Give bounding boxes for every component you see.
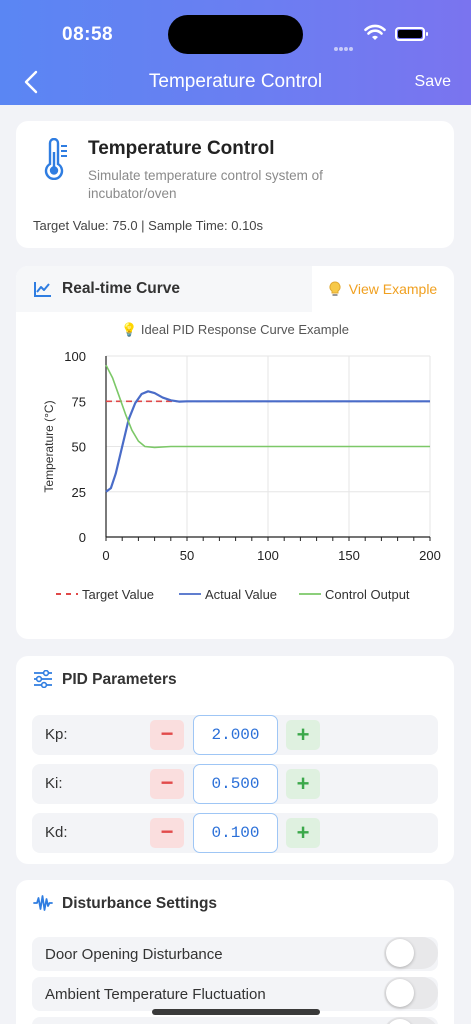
increase-ki-button[interactable]: + <box>286 769 320 799</box>
kp-input[interactable]: 2.000 <box>193 715 278 755</box>
kd-input[interactable]: 0.100 <box>193 813 278 853</box>
decrease-kd-button[interactable]: − <box>150 818 184 848</box>
door-opening-row: Door Opening Disturbance <box>32 937 438 971</box>
disturbance-title: Disturbance Settings <box>62 895 218 912</box>
pid-header: PID Parameters <box>16 656 454 702</box>
pid-parameters-card: PID Parameters Kp: − 2.000 + Ki: − 0.500… <box>16 656 454 864</box>
increase-kp-button[interactable]: + <box>286 720 320 750</box>
x-tick-label: 50 <box>180 548 194 563</box>
ambient-fluctuation-toggle[interactable] <box>384 977 438 1009</box>
toggle-label: Door Opening Disturbance <box>45 946 223 963</box>
x-tick-label: 200 <box>419 548 441 563</box>
chart-header: Real-time Curve <box>16 266 312 312</box>
save-button[interactable]: Save <box>414 73 451 90</box>
sliders-icon <box>34 670 52 688</box>
toggle-label: Ambient Temperature Fluctuation <box>45 986 266 1003</box>
system-description: Simulate temperature control system of i… <box>88 168 323 201</box>
disturbance-row-partial <box>32 1017 438 1024</box>
y-axis-label: Temperature (°C) <box>42 400 56 492</box>
decrease-ki-button[interactable]: − <box>150 769 184 799</box>
pid-title: PID Parameters <box>62 671 177 688</box>
pid-response-chart: 💡 Ideal PID Response Curve Example 0 50 100… <box>42 322 441 602</box>
y-tick-label: 0 <box>79 530 86 545</box>
param-label: Kd: <box>45 824 68 841</box>
series-line-control-output <box>105 364 430 449</box>
disturbance-header: Disturbance Settings <box>16 880 454 926</box>
series-line-actual-value <box>105 390 430 493</box>
thermometer-icon <box>44 138 67 180</box>
param-row-kp: Kp: − 2.000 + <box>32 715 438 755</box>
waveform-icon <box>33 895 53 911</box>
back-button[interactable] <box>20 68 44 96</box>
legend-label: Target Value <box>82 587 154 602</box>
system-meta: Target Value: 75.0 | Sample Time: 0.10s <box>33 218 264 233</box>
wifi-icon <box>364 24 386 40</box>
disturbance-toggle[interactable] <box>384 1017 438 1024</box>
dynamic-island <box>168 15 303 54</box>
home-indicator <box>152 1009 320 1015</box>
y-tick-label: 75 <box>72 394 86 409</box>
page-title: Temperature Control <box>148 71 323 92</box>
chart-title: 💡 Ideal PID Response Curve Example <box>121 322 349 337</box>
legend-label: Control Output <box>325 587 410 602</box>
y-tick-label: 50 <box>72 440 86 455</box>
realtime-curve-card: Real-time Curve View Example 💡 Ideal PID… <box>16 266 454 639</box>
param-row-kd: Kd: − 0.100 + <box>32 813 438 853</box>
door-opening-toggle[interactable] <box>384 937 438 969</box>
view-example-label: View Example <box>348 281 438 297</box>
decrease-kp-button[interactable]: − <box>150 720 184 750</box>
line-chart-icon <box>34 282 51 297</box>
signal-icon <box>334 38 354 56</box>
chart-card-title: Real-time Curve <box>62 280 181 297</box>
param-label: Ki: <box>45 775 63 792</box>
status-time: 08:58 <box>62 24 114 45</box>
y-tick-label: 25 <box>72 485 86 500</box>
system-title: Temperature Control <box>88 138 275 159</box>
battery-icon <box>395 27 428 41</box>
x-tick-label: 150 <box>338 548 360 563</box>
system-info-card: Temperature Control Simulate temperature… <box>16 121 454 248</box>
legend-label: Actual Value <box>205 587 277 602</box>
lightbulb-icon <box>329 281 341 296</box>
param-row-ki: Ki: − 0.500 + <box>32 764 438 804</box>
x-tick-label: 100 <box>257 548 279 563</box>
nav-header: 08:58 Temperature Control Save <box>0 0 471 105</box>
ki-input[interactable]: 0.500 <box>193 764 278 804</box>
increase-kd-button[interactable]: + <box>286 818 320 848</box>
disturbance-settings-card: Disturbance Settings Door Opening Distur… <box>16 880 454 1024</box>
view-example-button[interactable]: View Example <box>312 266 454 312</box>
x-tick-label: 0 <box>102 548 109 563</box>
param-label: Kp: <box>45 726 68 743</box>
ambient-fluctuation-row: Ambient Temperature Fluctuation <box>32 977 438 1011</box>
y-tick-label: 100 <box>64 349 86 364</box>
